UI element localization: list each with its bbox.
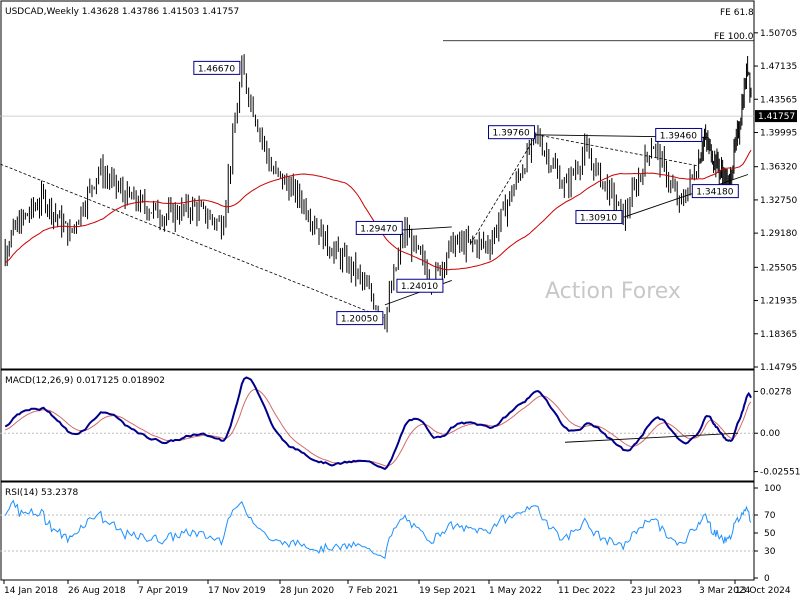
x-tick-label: 3 Mar 2024 — [699, 586, 751, 596]
rsi-line — [4, 499, 752, 559]
moving-average-line — [4, 149, 752, 271]
price-annotation-box — [691, 184, 739, 199]
price-y-tick-label: 1.18365 — [760, 330, 797, 340]
price-y-tick-label: 1.36320 — [760, 163, 797, 173]
x-tick-label: 14 Jan 2018 — [4, 586, 58, 596]
dashed-trend-line — [536, 134, 699, 167]
price-y-tick-label: 1.29180 — [760, 229, 797, 239]
rsi-panel-frame — [0, 481, 755, 581]
x-tick-label: 19 Sep 2021 — [419, 586, 476, 596]
macd-y-tick-label: 0.00 — [760, 429, 780, 439]
price-annotation-label: 1.34180 — [696, 188, 733, 198]
macd-layer — [0, 376, 754, 471]
price-y-tick-label: 1.47135 — [760, 62, 797, 72]
price-annotation-box — [193, 60, 241, 75]
price-panel-title: USDCAD,Weekly 1.43628 1.43786 1.41503 1.… — [5, 7, 239, 17]
x-tick-label: 7 Apr 2019 — [138, 586, 188, 596]
macd-signal-line — [4, 388, 752, 467]
price-y-tick-label: 1.14795 — [760, 363, 797, 373]
x-tick-label: 23 Jul 2023 — [631, 586, 682, 596]
current-price-label: 1.41757 — [758, 112, 795, 122]
price-annotation-label: 1.46670 — [198, 64, 235, 74]
fe-100-label: FE 100.0 — [714, 32, 754, 42]
rsi-y-tick-label: 30 — [764, 547, 776, 557]
price-y-tick-label: 1.32750 — [760, 196, 797, 206]
price-annotation-label: 1.39760 — [493, 129, 530, 139]
rsi-panel-title: RSI(14) 53.2378 — [5, 488, 78, 498]
price-annotation-label: 1.30910 — [580, 214, 617, 224]
price-y-tick-label: 1.25505 — [760, 263, 797, 273]
price-annotation-label: 1.39460 — [660, 131, 697, 141]
rsi-y-tick-label: 70 — [764, 511, 776, 521]
price-y-tick-label: 1.43565 — [760, 95, 797, 105]
x-tick-label: 7 Feb 2021 — [348, 586, 398, 596]
rsi-y-tick-label: 100 — [764, 484, 781, 494]
x-tick-label: 17 Nov 2019 — [208, 586, 266, 596]
price-annotation-box — [655, 127, 703, 142]
annotation-layer: 1.46670 1.20050 1.29470 1.24010 1.39760 1.309… — [193, 60, 739, 326]
price-annotation-box — [336, 311, 384, 326]
macd-panel-frame — [0, 369, 755, 482]
dashed-trend-line — [0, 163, 386, 319]
watermark: Action Forex — [545, 279, 681, 304]
solid-trend-line — [394, 226, 452, 231]
solid-trend-line — [623, 174, 749, 218]
current-price-box — [755, 110, 797, 123]
macd-trend-line — [565, 432, 739, 443]
x-tick-label: 28 Jun 2020 — [280, 586, 334, 596]
price-y-tick-label: 1.39995 — [760, 128, 797, 138]
x-tick-label: 1 May 2022 — [489, 586, 542, 596]
price-annotation-box — [575, 210, 623, 225]
price-annotation-box — [355, 220, 403, 235]
price-annotation-label: 1.20050 — [341, 315, 378, 325]
dashed-trend-line — [470, 134, 537, 244]
macd-y-tick-label: 0.0278 — [760, 387, 792, 397]
price-panel-frame — [0, 0, 755, 370]
macd-line — [4, 376, 752, 471]
x-tick-label: 26 Aug 2018 — [68, 586, 126, 596]
x-tick-label: 13 Oct 2024 — [735, 586, 791, 596]
rsi-y-tick-label: 0 — [764, 574, 770, 584]
price-annotation-box — [488, 125, 536, 140]
rsi-layer — [0, 499, 754, 559]
macd-panel-title: MACD(12,26,9) 0.017125 0.018902 — [5, 376, 165, 386]
rsi-y-tick-label: 50 — [764, 529, 776, 539]
x-tick-label: 11 Dec 2022 — [558, 586, 616, 596]
axis-layer: 1.50705 1.47135 1.43565 1.39995 1.36320 1.327… — [3, 29, 800, 596]
fe-61-8-label: FE 61.8 — [720, 8, 754, 18]
price-y-tick-label: 1.50705 — [760, 29, 797, 39]
price-y-tick-label: 1.21935 — [760, 297, 797, 307]
price-annotation-box — [396, 278, 444, 293]
price-annotation-label: 1.29470 — [360, 224, 397, 234]
price-annotation-label: 1.24010 — [401, 282, 438, 292]
